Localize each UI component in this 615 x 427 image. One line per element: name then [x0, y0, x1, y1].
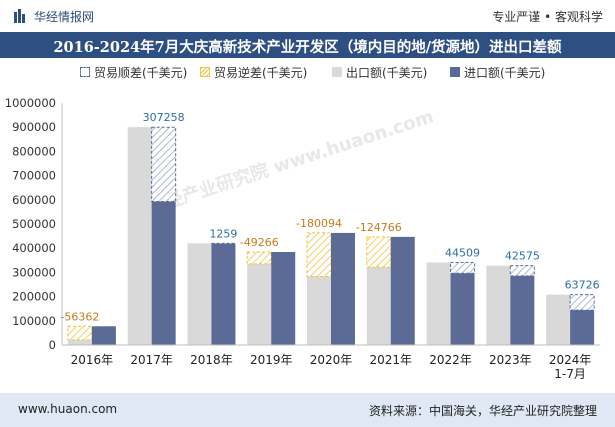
x-tick-label: 2020年: [310, 353, 353, 367]
deficit-bar: [67, 325, 93, 341]
export-bar: [67, 339, 92, 345]
y-tick-label: 600000: [12, 193, 56, 207]
y-tick-label: 200000: [12, 290, 56, 304]
import-bar: [390, 236, 415, 345]
import-bar: [271, 252, 296, 345]
footer-url: www.huaon.com: [18, 402, 118, 416]
legend-label-export: 出口额(千美元): [346, 66, 428, 80]
import-bar: [331, 232, 355, 345]
surplus-bar: [151, 126, 177, 203]
x-tick-label: 2023年: [489, 353, 532, 367]
legend-label-import: 进口额(千美元): [464, 66, 546, 80]
surplus-bar: [509, 265, 535, 277]
surplus-bar: [569, 294, 595, 311]
data-label: 307258: [143, 111, 185, 124]
y-tick-label: 400000: [12, 241, 56, 255]
legend-swatch-deficit: [200, 67, 210, 77]
y-tick-label: 500000: [12, 217, 56, 231]
y-axis: 0 100000 200000 300000 400000 500000 600000 700…: [5, 96, 63, 352]
x-tick-label: 2018年: [190, 353, 233, 367]
y-tick-label: 900000: [12, 120, 56, 134]
import-bar: [91, 326, 116, 345]
x-tick-label: 2022年: [429, 353, 472, 367]
export-bar: [187, 243, 212, 345]
export-bar: [426, 262, 451, 345]
legend-label-deficit: 贸易逆差(千美元): [214, 66, 308, 80]
data-label: 1259: [209, 227, 237, 240]
export-bar: [127, 127, 152, 345]
legend-swatch-export: [332, 67, 342, 77]
y-tick-label: 100000: [12, 314, 56, 328]
y-tick-label: 800000: [12, 144, 56, 158]
deficit-bar: [306, 232, 332, 278]
deficit-bar: [366, 236, 392, 268]
export-bar: [486, 265, 511, 345]
top-bar: 华经情报网 专业严谨 • 客观科学: [0, 0, 615, 32]
y-tick-label: 1000000: [5, 96, 56, 110]
title-bar: 2016-2024年7月大庆高新技术产业开发区（境内目的地/货源地）进出口差额: [0, 32, 615, 58]
watermark: 华经产业研究院 www.huaon.com: [145, 105, 437, 218]
data-label: 63726: [565, 279, 600, 292]
import-bar: [450, 273, 475, 345]
footer: www.huaon.com 资料来源：中国海关，华经产业研究院整理: [0, 393, 615, 427]
bars-group: [67, 126, 595, 345]
import-bar: [510, 275, 535, 345]
legend-label-surplus: 贸易顺差(千美元): [94, 66, 188, 80]
data-label: -49266: [240, 236, 279, 249]
data-label: -180094: [296, 217, 342, 230]
legend-swatch-surplus: [80, 67, 90, 77]
data-label: -56362: [60, 310, 99, 323]
surplus-bar: [450, 261, 476, 274]
slogan: 专业严谨 • 客观科学: [492, 10, 603, 24]
chart-title: 2016-2024年7月大庆高新技术产业开发区（境内目的地/货源地）进出口差额: [53, 39, 562, 56]
x-tick-label: 2019年: [250, 353, 293, 367]
x-tick-label: 2021年: [370, 353, 413, 367]
footer-source: 资料来源：中国海关，华经产业研究院整理: [368, 404, 597, 418]
data-label: -124766: [356, 221, 402, 234]
x-tick-label: 2016年: [71, 353, 114, 367]
deficit-bar: [246, 251, 272, 265]
data-labels: -56362 307258 1259-49266 -180094 -124766 4450…: [60, 111, 599, 323]
x-axis: 2016年 2017年 2018年 2019年 2020年 2021年 2022年 2023年…: [62, 344, 600, 381]
export-bar: [247, 263, 272, 345]
export-bar: [307, 276, 331, 345]
export-bar: [366, 267, 391, 345]
legend: 贸易顺差(千美元) 贸易逆差(千美元) 出口额(千美元) 进口额(千美元): [0, 62, 615, 82]
import-bar: [570, 310, 595, 345]
data-label: 42575: [505, 250, 540, 263]
import-bar: [151, 201, 176, 345]
chart-area: 华经产业研究院 www.huaon.com 0 100000 200000 30000…: [5, 96, 600, 381]
export-bar: [546, 294, 571, 345]
import-bar: [211, 243, 236, 345]
x-tick-label: 2017年: [130, 353, 173, 367]
y-tick-label: 0: [49, 338, 56, 352]
legend-swatch-import: [450, 67, 460, 77]
x-tick-label: 1-7月: [554, 367, 586, 381]
brand-name: 华经情报网: [34, 10, 95, 24]
x-tick-label: 2024年: [549, 353, 592, 367]
y-tick-label: 700000: [12, 169, 56, 183]
y-tick-label: 300000: [12, 265, 56, 279]
logo-icon: [14, 9, 25, 23]
data-label: 44509: [445, 246, 480, 259]
